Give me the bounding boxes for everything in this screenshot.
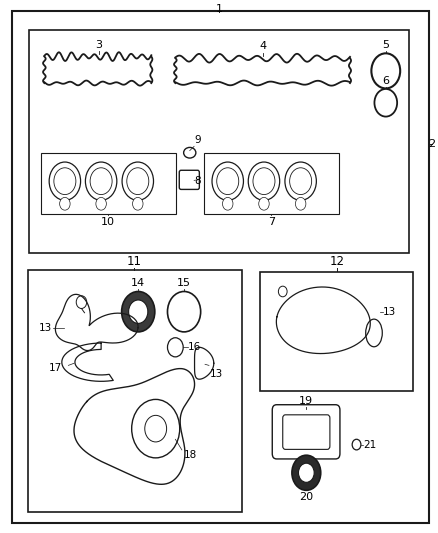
Circle shape — [76, 296, 87, 309]
Text: 3: 3 — [95, 39, 102, 50]
Text: 5: 5 — [382, 39, 389, 50]
Ellipse shape — [366, 319, 382, 347]
Circle shape — [292, 455, 321, 490]
Text: 15: 15 — [177, 278, 191, 288]
Circle shape — [248, 162, 280, 200]
Circle shape — [85, 162, 117, 200]
Bar — [261, 272, 413, 391]
Circle shape — [285, 162, 316, 200]
Circle shape — [259, 197, 269, 210]
Text: 10: 10 — [101, 216, 115, 227]
Circle shape — [133, 197, 143, 210]
Circle shape — [129, 300, 148, 324]
Text: 9: 9 — [194, 135, 201, 146]
Text: 19: 19 — [299, 396, 313, 406]
Circle shape — [122, 292, 155, 332]
Circle shape — [374, 89, 397, 117]
Bar — [28, 270, 242, 512]
Circle shape — [145, 415, 166, 442]
FancyBboxPatch shape — [283, 415, 330, 449]
Circle shape — [223, 197, 233, 210]
FancyBboxPatch shape — [179, 170, 199, 189]
Text: 7: 7 — [268, 216, 275, 227]
Circle shape — [90, 168, 112, 195]
Bar — [29, 30, 409, 253]
Bar — [41, 154, 176, 214]
Text: 12: 12 — [329, 255, 344, 268]
Text: 14: 14 — [131, 278, 145, 288]
Text: 17: 17 — [49, 362, 62, 373]
Circle shape — [60, 197, 70, 210]
Circle shape — [167, 338, 183, 357]
Text: 16: 16 — [187, 342, 201, 352]
Text: 4: 4 — [259, 41, 266, 51]
Ellipse shape — [184, 148, 196, 158]
Text: 13: 13 — [383, 306, 396, 317]
Circle shape — [96, 197, 106, 210]
Text: 13: 13 — [210, 368, 223, 378]
Circle shape — [132, 399, 180, 458]
Circle shape — [167, 292, 201, 332]
Text: 8: 8 — [194, 176, 201, 187]
Circle shape — [298, 463, 314, 482]
Circle shape — [122, 162, 153, 200]
Circle shape — [290, 168, 312, 195]
Text: 13: 13 — [39, 322, 52, 333]
Circle shape — [279, 286, 287, 297]
Circle shape — [295, 197, 306, 210]
Text: 18: 18 — [184, 450, 198, 460]
Circle shape — [217, 168, 239, 195]
Text: 2: 2 — [428, 139, 436, 149]
Circle shape — [127, 168, 149, 195]
Bar — [204, 154, 339, 214]
Text: 1: 1 — [215, 4, 223, 14]
Circle shape — [54, 168, 76, 195]
Circle shape — [352, 439, 361, 450]
Circle shape — [212, 162, 244, 200]
Text: 6: 6 — [382, 76, 389, 86]
FancyBboxPatch shape — [272, 405, 340, 459]
Circle shape — [253, 168, 275, 195]
Text: 11: 11 — [126, 255, 141, 268]
Text: 20: 20 — [299, 492, 313, 503]
Text: 21: 21 — [363, 440, 376, 450]
Circle shape — [49, 162, 81, 200]
Circle shape — [371, 53, 400, 88]
